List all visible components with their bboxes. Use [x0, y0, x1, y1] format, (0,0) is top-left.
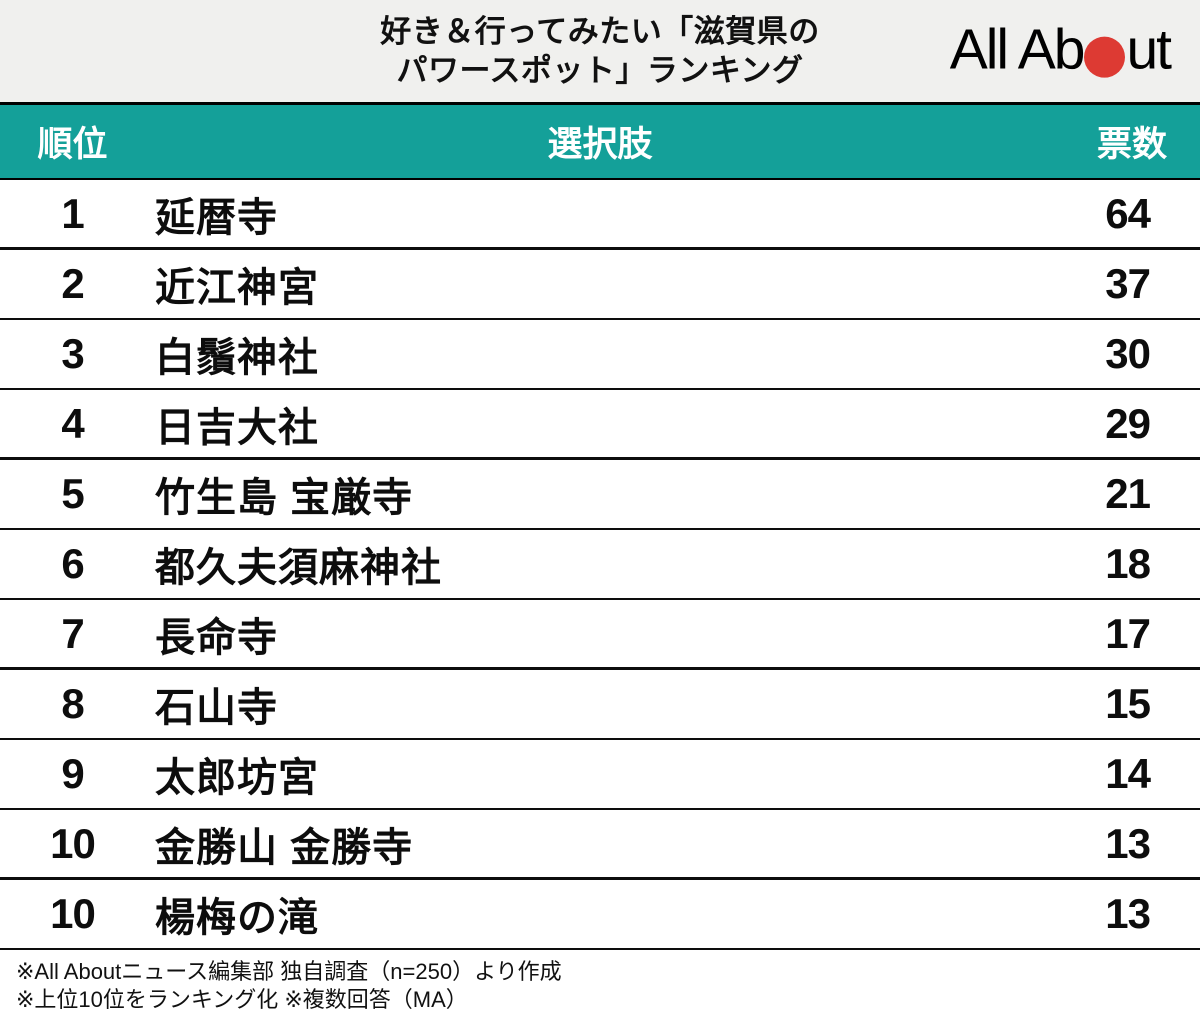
name-cell: 都久夫須麻神社 — [155, 546, 442, 590]
footer-note-line1: ※All Aboutニュース編集部 独自調査（n=250）より作成 — [16, 959, 562, 984]
votes-cell: 37 — [1105, 260, 1151, 307]
table-row: 6 都久夫須麻神社 18 — [0, 530, 1200, 600]
title-bar: 好き＆行ってみたい「滋賀県の パワースポット」ランキング All Ab ut — [0, 0, 1200, 105]
name-cell: 延暦寺 — [155, 195, 278, 240]
rank-cell: 8 — [61, 680, 84, 727]
name-cell: 石山寺 — [155, 686, 278, 730]
name-cell: 竹生島 宝厳寺 — [155, 476, 414, 520]
votes-cell: 18 — [1105, 540, 1151, 587]
table-row: 7 長命寺 17 — [0, 600, 1200, 670]
logo-text-after: ut — [1126, 17, 1172, 82]
table-body: 1 延暦寺 64 2 近江神宮 37 3 白鬚神社 30 4 日吉大社 29 5 竹生島 宝厳寺 21 6 都久… — [0, 180, 1200, 950]
votes-cell: 13 — [1105, 890, 1151, 937]
votes-cell: 64 — [1105, 189, 1151, 237]
column-header-choice: 選択肢 — [547, 125, 653, 164]
table-row: 8 石山寺 15 — [0, 670, 1200, 740]
page-title: 好き＆行ってみたい「滋賀県の パワースポット」ランキング — [380, 12, 819, 90]
table-row: 10 楊梅の滝 13 — [0, 880, 1200, 950]
name-cell: 金勝山 金勝寺 — [155, 825, 414, 870]
column-header-votes: 票数 — [1096, 125, 1167, 164]
table-row: 2 近江神宮 37 — [0, 250, 1200, 320]
votes-cell: 15 — [1105, 680, 1151, 727]
rank-cell: 10 — [50, 819, 96, 867]
votes-cell: 30 — [1105, 330, 1151, 377]
rank-cell: 7 — [61, 609, 84, 657]
rank-cell: 10 — [50, 890, 96, 937]
votes-cell: 21 — [1105, 470, 1151, 517]
rank-cell: 1 — [61, 189, 84, 237]
name-cell: 日吉大社 — [155, 405, 319, 450]
rank-cell: 2 — [61, 260, 84, 307]
page-title-line2: パワースポット」ランキング — [396, 53, 804, 88]
table-row: 3 白鬚神社 30 — [0, 320, 1200, 390]
name-cell: 楊梅の滝 — [155, 896, 319, 940]
name-cell: 白鬚神社 — [155, 336, 319, 380]
all-about-logo: All Ab ut — [949, 17, 1172, 83]
votes-cell: 14 — [1105, 750, 1151, 797]
rank-cell: 5 — [61, 470, 84, 517]
votes-cell: 29 — [1105, 399, 1151, 447]
name-cell: 太郎坊宮 — [155, 756, 319, 800]
table-row: 10 金勝山 金勝寺 13 — [0, 810, 1200, 880]
footer-note-line2: ※上位10位をランキング化 ※複数回答（MA） — [16, 987, 468, 1012]
column-header-rank: 順位 — [37, 125, 108, 164]
name-cell: 長命寺 — [155, 615, 278, 660]
logo-text-before: All Ab — [949, 17, 1086, 82]
table-header-row: 順位 選択肢 票数 — [0, 105, 1200, 180]
rank-cell: 6 — [61, 540, 84, 587]
table-row: 4 日吉大社 29 — [0, 390, 1200, 460]
logo-red-dot-icon — [1084, 36, 1126, 78]
rank-cell: 9 — [61, 750, 84, 797]
votes-cell: 13 — [1105, 819, 1151, 867]
page-title-line1: 好き＆行ってみたい「滋賀県の — [380, 14, 820, 49]
votes-cell: 17 — [1105, 609, 1151, 657]
table-row: 9 太郎坊宮 14 — [0, 740, 1200, 810]
name-cell: 近江神宮 — [155, 266, 319, 310]
table-row: 5 竹生島 宝厳寺 21 — [0, 460, 1200, 530]
footer-notes: ※All Aboutニュース編集部 独自調査（n=250）より作成 ※上位10位… — [0, 950, 1200, 1014]
rank-cell: 4 — [61, 399, 84, 447]
rank-cell: 3 — [61, 330, 84, 377]
table-row: 1 延暦寺 64 — [0, 180, 1200, 250]
